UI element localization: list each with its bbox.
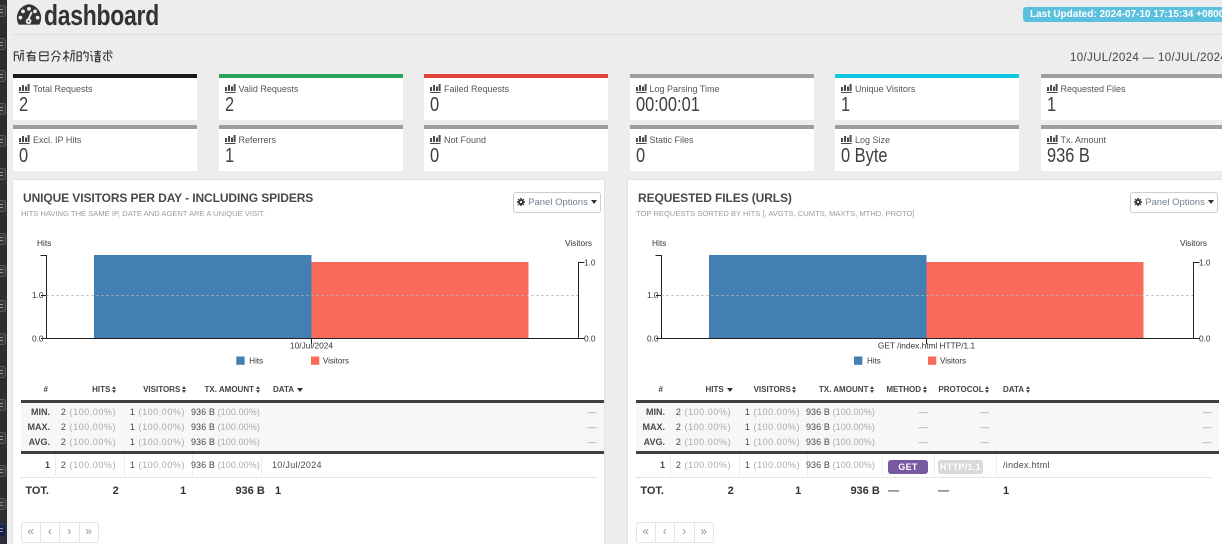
svg-text:0.0: 0.0: [32, 334, 44, 344]
svg-text:0.0: 0.0: [1199, 334, 1211, 344]
svg-text:Visitors: Visitors: [1180, 238, 1207, 248]
svg-text:1.0: 1.0: [647, 290, 659, 300]
svg-text:Hits: Hits: [867, 357, 881, 366]
svg-text:Hits: Hits: [652, 238, 666, 248]
svg-text:0.0: 0.0: [647, 334, 659, 344]
svg-text:0.0: 0.0: [584, 334, 596, 344]
svg-text:Visitors: Visitors: [565, 238, 592, 248]
svg-text:Hits: Hits: [249, 357, 263, 366]
svg-text:1.0: 1.0: [584, 258, 596, 268]
svg-text:1.0: 1.0: [1199, 258, 1211, 268]
svg-text:GET /index.html HTTP/1.1: GET /index.html HTTP/1.1: [878, 341, 976, 351]
svg-text:1.0: 1.0: [32, 290, 44, 300]
svg-text:10/Jul/2024: 10/Jul/2024: [290, 341, 333, 351]
svg-text:Hits: Hits: [37, 238, 51, 248]
svg-text:Visitors: Visitors: [940, 357, 966, 366]
svg-text:Visitors: Visitors: [323, 357, 349, 366]
